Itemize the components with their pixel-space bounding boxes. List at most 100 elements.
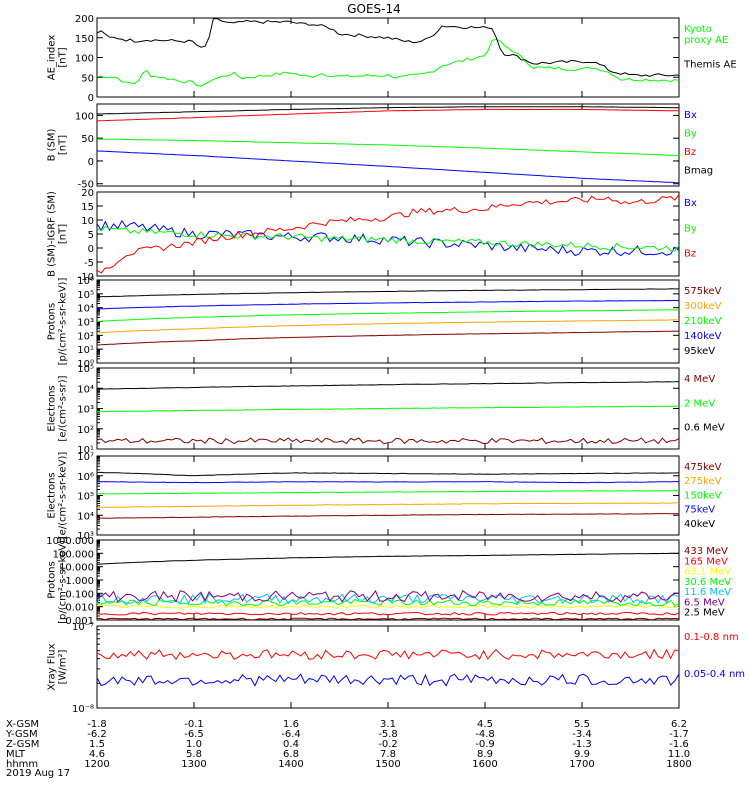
legend-label: By: [684, 129, 697, 140]
legend-label: Bmag: [684, 166, 713, 177]
ephemeris-value: -6.5: [184, 729, 204, 740]
ephemeris-value: -6.4: [281, 729, 301, 740]
y-tick-label: -5: [84, 258, 94, 269]
y-tick-label: 200: [75, 14, 94, 25]
legend-label: 300keV: [684, 301, 722, 312]
series-line-bsm-1: [96, 138, 680, 156]
series-line-protons2-0: [96, 617, 680, 621]
y-tick-label: 10⁻⁸: [72, 704, 94, 715]
legend-label: Bx: [684, 110, 697, 121]
y-tick-label: 20: [81, 188, 94, 199]
legend-label: 433 MeV: [684, 546, 728, 557]
ephemeris-value: -1.3: [572, 739, 592, 750]
y-tick-label: 10³: [77, 318, 94, 329]
legend-label: 95keV: [684, 346, 715, 357]
series-line-bsm-0: [96, 150, 680, 184]
legend-label: Bz: [684, 147, 696, 158]
panel-protons1: 10⁰ 10¹ 10² 10³ 10⁴ 10⁵ 10⁶ Protons [p/(cm²-s-sr…: [47, 276, 722, 370]
series-line-protons2-6: [96, 552, 679, 565]
series-line-bdiff-1: [96, 225, 680, 252]
y-tick-label: 10⁷: [77, 452, 94, 463]
series-line-protons1-1: [96, 319, 679, 334]
series-line-bsm-2: [96, 108, 680, 122]
y-axis-label: [W/m²]: [58, 649, 69, 684]
legend-label: 30.6 MeV: [684, 577, 731, 588]
y-axis-label: [nT]: [58, 224, 69, 244]
y-tick-label: 0.001: [65, 616, 94, 627]
legend-label: Themis AE: [683, 60, 737, 71]
panel-electrons2: 10³ 10⁴ 10⁵ 10⁶ 10⁷ Electrons [e/(cm²-s-sr-keV…: [47, 452, 722, 542]
y-axis-label: [e/(cm²-s-sr)]: [58, 375, 69, 441]
legend-label: 150keV: [684, 490, 722, 501]
panel-frame: [96, 625, 680, 709]
y-tick-label: 10¹: [77, 445, 94, 456]
y-axis-label: Protons: [47, 303, 58, 340]
y-tick-label: 0: [88, 244, 94, 255]
panel-xray: 10⁻⁸ 10⁻⁷ Xray Flux [W/m²] 0.1-0.8 nm 0.05-0.…: [47, 622, 746, 715]
ephemeris-value: -0.9: [475, 739, 495, 750]
ephemeris-value: 1200: [84, 759, 109, 770]
y-tick-label: 10⁶: [77, 276, 94, 287]
panel-electrons1: 10¹ 10² 10³ 10⁴ 10⁵ Electrons [e/(cm²-s-sr)] 4 …: [47, 364, 725, 456]
ephemeris-value: -0.1: [184, 719, 204, 730]
legend-label: 0.1-0.8 nm: [684, 632, 739, 643]
x-axis-ephemeris: X-GSM -1.8 -0.1 1.6 3.1 4.5 5.5 6.2 Y-GSM -6.2 -6.…: [5, 719, 692, 770]
series-line-protons1-2: [96, 309, 680, 322]
date-label: 2019 Aug 17: [6, 768, 70, 779]
legend-label: 75keV: [684, 505, 715, 516]
ephemeris-value: 5.8: [186, 749, 202, 760]
series-line-protons2-5: [96, 589, 680, 603]
ephemeris-row-label: X-GSM: [6, 719, 39, 730]
legend-label: Bx: [684, 198, 697, 209]
panel-bdiff: -10 -5 0 5 10 15 20 B (SM)-IGRF (SM) [nT] Bx By Bz: [47, 188, 697, 283]
ephemeris-value: 0.4: [283, 739, 299, 750]
figure-title: GOES-14: [347, 2, 401, 16]
series-line-xray-0: [96, 648, 680, 661]
series-line-bdiff-0: [96, 219, 680, 257]
ephemeris-value: 7.8: [380, 749, 396, 760]
legend-label: 6.5 MeV: [684, 597, 725, 608]
panel-frame: [96, 191, 680, 277]
ephemeris-value: 1500: [375, 759, 400, 770]
ephemeris-value: 1600: [472, 759, 497, 770]
series-line-bdiff-2: [96, 194, 680, 274]
ephemeris-value: 1400: [278, 759, 303, 770]
ephemeris-value: 9.9: [574, 749, 590, 760]
y-tick-label: 10⁻⁷: [72, 622, 94, 633]
panel-frame: [96, 279, 680, 364]
series-line-ae-1: [96, 17, 679, 77]
ephemeris-value: 1.6: [283, 719, 299, 730]
panel-bsm: -50 0 50 100 B (SM) [nT] Bx By Bz Bmag: [47, 103, 713, 191]
y-axis-label: B (SM)-IGRF (SM): [47, 191, 58, 277]
series-line-protons1-0: [96, 330, 680, 346]
panel-protons2: 0.001 0.010 0.100 1.000 10.000 100.000 1000.00…: [46, 536, 731, 627]
y-axis-label: [nT]: [58, 47, 69, 67]
legend-label: 575keV: [684, 286, 722, 297]
y-tick-label: 50: [81, 73, 94, 84]
ephemeris-value: 1700: [569, 759, 594, 770]
ephemeris-value: 1.5: [89, 739, 105, 750]
y-tick-label: 0: [88, 93, 94, 104]
legend-label: 275keV: [684, 476, 722, 487]
panel-frame: [96, 17, 680, 98]
y-tick-label: 1000.000: [46, 536, 94, 547]
y-axis-label: [e/(cm²-s-sr-keV)]: [58, 452, 69, 540]
legend-label: 4 MeV: [684, 374, 715, 385]
y-tick-label: 10.000: [59, 563, 94, 574]
legend-label: 40keV: [684, 519, 715, 530]
series-line-electrons2-2: [97, 490, 680, 495]
y-axis-label: Protons: [47, 561, 58, 598]
y-tick-label: 10⁵: [77, 364, 94, 375]
y-tick-label: 1.000: [65, 576, 94, 587]
y-tick-label: 100: [75, 111, 94, 122]
ephemeris-value: 6.2: [671, 719, 687, 730]
y-axis-label: Electrons: [47, 385, 58, 431]
legend-label: 210keV: [684, 316, 722, 327]
ephemeris-value: 1300: [181, 759, 206, 770]
y-tick-label: 5: [88, 230, 94, 241]
series-line-bsm-3: [96, 106, 679, 115]
y-axis-label: [p/(cm²-s-sr-keV)]: [58, 278, 69, 366]
y-tick-label: 10²: [77, 425, 94, 436]
ephemeris-value: 3.1: [380, 719, 396, 730]
